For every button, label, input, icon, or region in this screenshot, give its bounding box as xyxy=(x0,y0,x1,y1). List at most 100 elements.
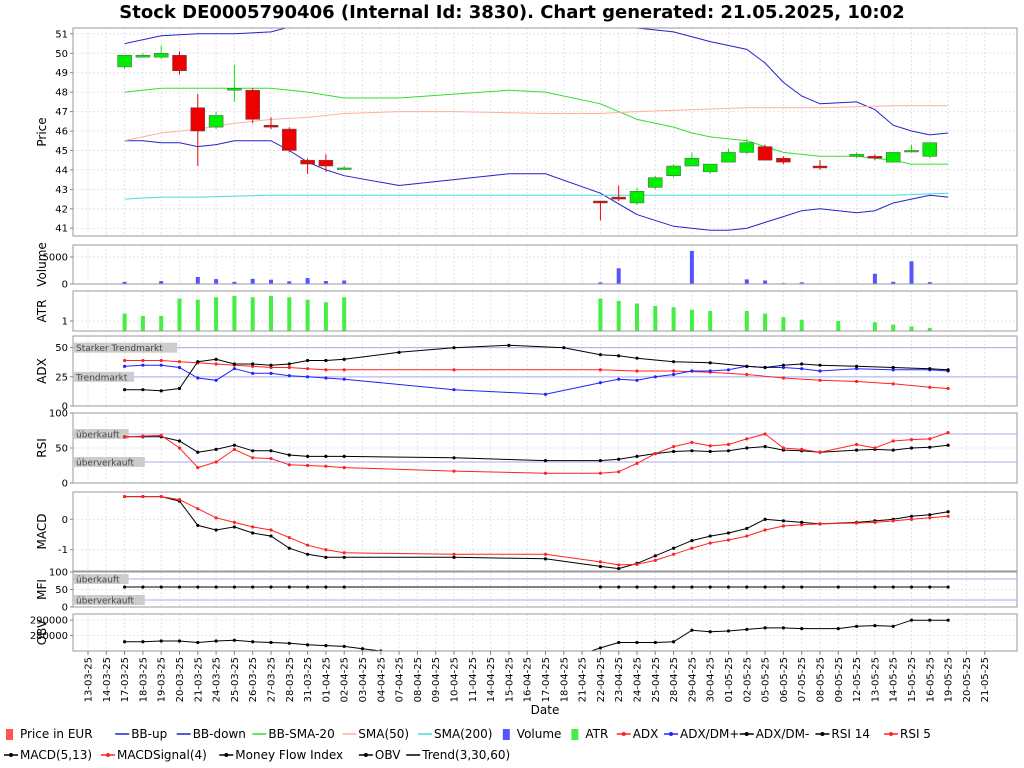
rsi-point xyxy=(708,449,712,454)
adx-point xyxy=(562,346,566,350)
obv-point xyxy=(635,640,639,645)
atr-bar xyxy=(708,311,713,331)
legend-swatch-dot xyxy=(363,753,368,757)
atr-bar xyxy=(689,309,694,331)
macd-point xyxy=(452,552,456,556)
legend-item-label: Trend(3,30,60) xyxy=(421,748,510,762)
volume-bar xyxy=(909,261,914,284)
x-tick-label: 14-05-25 xyxy=(889,657,900,702)
rsi-point xyxy=(269,449,273,453)
price-tick-label: 44 xyxy=(55,165,68,176)
obv-tick-label: 280000 xyxy=(30,631,68,642)
adx-point xyxy=(159,358,163,363)
adx-point xyxy=(214,357,218,361)
mfi-point xyxy=(214,585,218,589)
obv-point xyxy=(690,628,694,632)
rsi-point xyxy=(909,438,914,442)
atr-panel: 1 ATR xyxy=(35,290,1018,332)
rsi-point xyxy=(672,449,676,454)
macd-point xyxy=(617,566,621,571)
mfi-tick-label: 0 xyxy=(62,603,68,614)
mfi-point xyxy=(726,585,731,589)
rsi-point xyxy=(452,469,456,473)
adx-y-axis-label: ADX xyxy=(35,358,49,384)
adx-point xyxy=(891,368,895,372)
legend-swatch-dot xyxy=(621,732,626,736)
obv-point xyxy=(672,640,676,644)
mfi-point xyxy=(800,585,804,589)
rsi-point xyxy=(745,446,749,450)
macd-point xyxy=(598,560,603,564)
adx-point xyxy=(306,367,310,371)
rsi-point xyxy=(855,448,859,452)
volume-bar xyxy=(195,276,200,284)
x-tick-label: 04-04-25 xyxy=(376,657,387,702)
rsi-point xyxy=(232,447,236,451)
candle-body xyxy=(904,150,919,153)
rsi-point xyxy=(177,446,182,450)
obv-point xyxy=(836,627,840,631)
mfi-point xyxy=(708,585,712,589)
legend-item-label: ATR xyxy=(585,727,608,741)
obv-tick-label: 290000 xyxy=(30,616,68,627)
rsi-ref-label-bg xyxy=(74,429,129,439)
adx-point xyxy=(177,360,182,364)
candle-body xyxy=(739,142,755,153)
obv-point xyxy=(324,644,328,648)
x-tick-label: 15-05-25 xyxy=(907,657,918,702)
macd-point xyxy=(306,543,310,547)
x-tick-label: 12-05-25 xyxy=(852,657,863,702)
rsi-point xyxy=(141,434,145,438)
x-tick-label: 25-04-25 xyxy=(651,657,662,702)
atr-bar xyxy=(763,313,768,331)
atr-bar xyxy=(653,306,658,331)
adx-tick-label: 50 xyxy=(55,343,68,354)
macd-point xyxy=(745,526,749,531)
macd-point xyxy=(726,538,731,542)
adx-point xyxy=(269,365,273,370)
volume-bar xyxy=(763,280,768,284)
macd-tick-label: 0 xyxy=(62,515,68,526)
price-tick-label: 50 xyxy=(55,49,68,60)
legend-swatch xyxy=(571,729,579,740)
macd-point xyxy=(196,523,200,528)
legend-item-label: Price in EUR xyxy=(20,727,93,741)
obv-y-axis-label: OBV xyxy=(35,619,49,645)
adx-point xyxy=(781,363,786,367)
macd-point xyxy=(269,528,273,532)
candle-body xyxy=(867,156,883,159)
mfi-point xyxy=(946,585,950,589)
rsi-point xyxy=(196,450,200,454)
x-tick-label: 13-03-25 xyxy=(84,657,95,702)
adx-point xyxy=(928,385,932,389)
macd-point xyxy=(763,528,767,532)
atr-tick-label: 1 xyxy=(62,317,68,328)
volume-bar xyxy=(250,278,255,284)
mfi-point xyxy=(324,585,328,589)
rsi-panel: 0 50 100 überkauft überverkauft RSI xyxy=(35,409,1018,490)
volume-bar xyxy=(122,281,127,284)
adx-point xyxy=(672,369,676,373)
mfi-point xyxy=(617,585,621,589)
obv-point xyxy=(232,638,236,642)
atr-bar xyxy=(799,319,804,331)
atr-bar xyxy=(872,322,877,331)
adx-ref-label: Starker Trendmarkt xyxy=(76,344,163,354)
rsi-point xyxy=(672,445,676,449)
adx-point xyxy=(196,360,200,364)
mfi-point xyxy=(141,585,145,589)
macd-point xyxy=(287,535,291,540)
x-tick-label: 15-04-25 xyxy=(504,657,515,702)
x-tick-label: 09-04-25 xyxy=(431,657,442,702)
x-tick-label: 21-03-25 xyxy=(193,657,204,702)
x-tick-label: 06-05-25 xyxy=(779,657,790,702)
rsi-point xyxy=(818,450,822,454)
macd-point xyxy=(800,520,804,524)
x-tick-label: 16-04-25 xyxy=(523,657,534,702)
price-series-layer xyxy=(117,28,949,231)
legend-item-label: BB-SMA-20 xyxy=(268,727,334,741)
obv-point xyxy=(287,641,291,645)
obv-point xyxy=(214,639,218,643)
adx-point xyxy=(214,362,218,366)
volume-bar xyxy=(891,281,896,284)
